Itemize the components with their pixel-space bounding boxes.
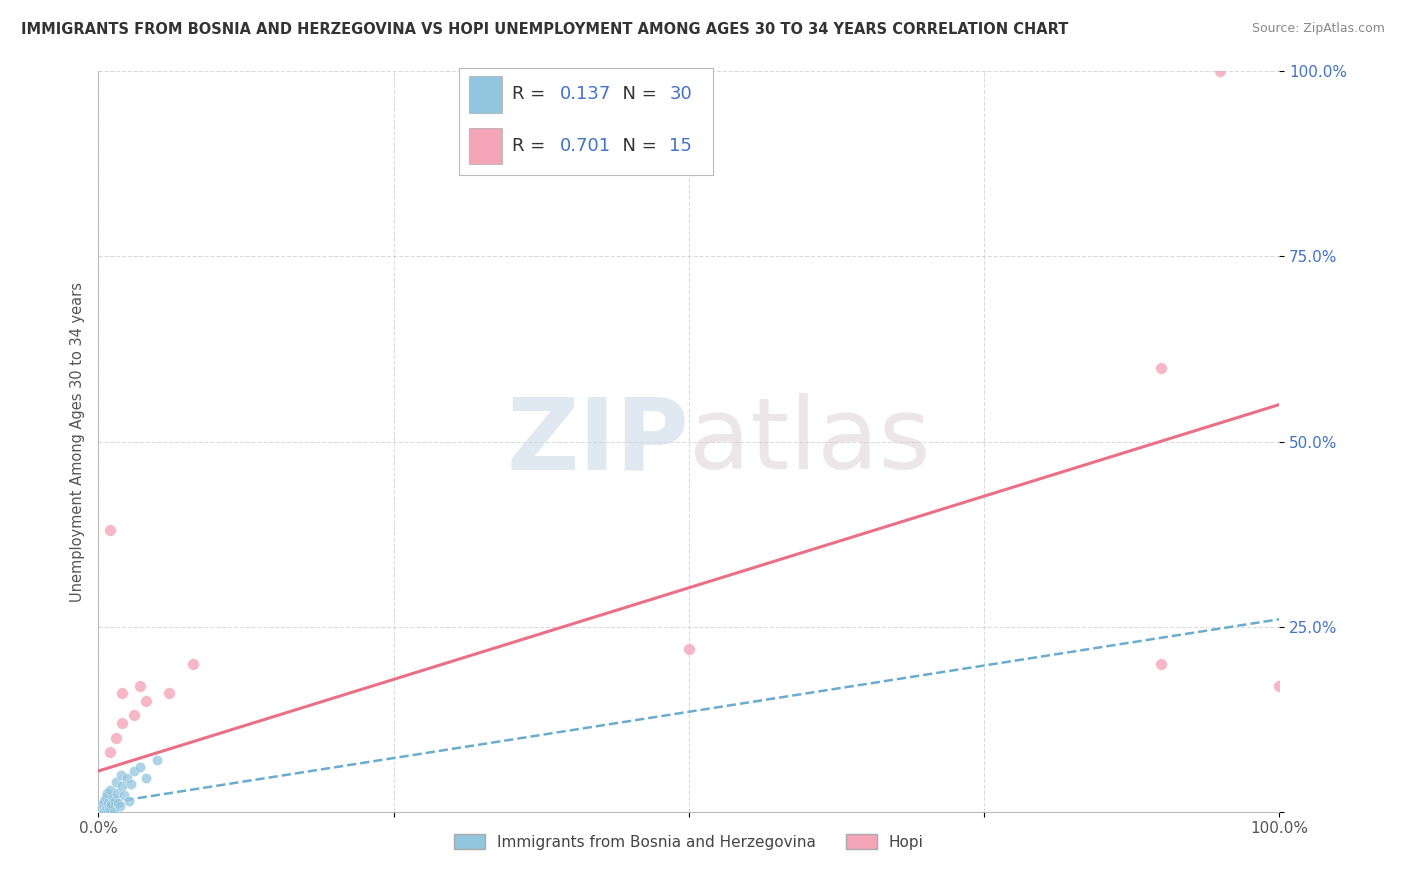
Point [135,772,157,786]
Point [91,801,114,815]
Point [115,772,138,786]
Point [128,679,150,693]
Point [93,794,115,808]
Point [135,694,157,708]
Text: atlas: atlas [689,393,931,490]
Point [94,789,117,804]
Point [105,786,128,800]
Point [105,731,128,745]
Point [93,805,115,819]
Point [96,802,118,816]
Point [104,794,127,808]
Point [105,775,128,789]
Point [103,805,125,819]
Point [96,786,118,800]
Text: Source: ZipAtlas.com: Source: ZipAtlas.com [1251,22,1385,36]
Point [112,789,135,803]
Point [98,803,121,817]
Point [101,791,124,805]
Point [94,798,117,813]
Point [1268,679,1291,693]
Point [111,686,134,700]
Legend: Immigrants from Bosnia and Herzegovina, Hopi: Immigrants from Bosnia and Herzegovina, … [449,828,929,856]
Point [111,779,134,793]
Point [146,753,169,767]
Point [98,746,121,760]
Point [91,797,114,812]
Point [122,708,145,723]
Point [1150,657,1173,671]
Point [678,641,700,656]
Point [107,796,129,810]
Point [118,794,141,808]
Point [98,800,121,814]
Point [98,524,121,538]
Point [157,686,180,700]
Point [1209,64,1232,78]
Point [128,760,150,774]
Point [98,782,121,797]
Point [108,798,131,813]
Point [122,764,145,778]
Point [181,657,204,671]
Point [110,767,132,781]
Y-axis label: Unemployment Among Ages 30 to 34 years: Unemployment Among Ages 30 to 34 years [69,282,84,601]
Point [97,796,120,810]
Text: ZIP: ZIP [506,393,689,490]
Point [1150,360,1173,375]
Point [111,715,134,730]
Point [100,797,122,812]
Text: IMMIGRANTS FROM BOSNIA AND HERZEGOVINA VS HOPI UNEMPLOYMENT AMONG AGES 30 TO 34 : IMMIGRANTS FROM BOSNIA AND HERZEGOVINA V… [21,22,1069,37]
Point [121,776,143,790]
